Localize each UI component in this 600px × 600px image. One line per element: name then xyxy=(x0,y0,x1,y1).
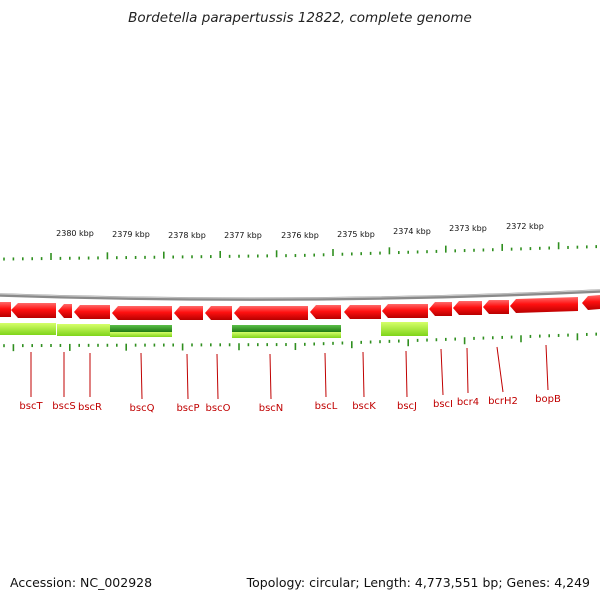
gene-arrow-bopB xyxy=(510,297,578,313)
feature-bar xyxy=(110,332,172,337)
gene-label-bscR: bscR xyxy=(78,402,102,413)
gene-label-bscI: bscI xyxy=(433,399,453,410)
gene-label-bopB: bopB xyxy=(535,394,561,405)
gene-label-bscP: bscP xyxy=(176,403,199,414)
gene-arrow-bscR xyxy=(74,305,110,319)
ruler-labels: 2380 kbp 2379 kbp 2378 kbp 2377 kbp 2376 kbp… xyxy=(56,222,544,240)
gene-arrow-bscJ xyxy=(382,304,428,318)
gene-label-bscQ: bscQ xyxy=(130,403,155,414)
gene-arrow-bcrH2 xyxy=(483,300,509,314)
lower-tick-track xyxy=(3,332,598,352)
gene-leader-line xyxy=(324,352,327,398)
gene-label-bscJ: bscJ xyxy=(397,401,417,412)
ruler-label: 2373 kbp xyxy=(449,224,487,233)
accession-text: Accession: NC_002928 xyxy=(10,575,153,590)
gene-arrow-bscS xyxy=(58,304,72,318)
ruler-label: 2375 kbp xyxy=(337,230,375,239)
gene-label-bcrH2: bcrH2 xyxy=(488,396,518,407)
genome-title: Bordetella parapertussis 12822, complete… xyxy=(128,10,472,26)
gene-leader-line xyxy=(545,344,549,391)
gene-leader-line xyxy=(466,347,469,394)
gene-arrow-next xyxy=(582,295,600,310)
gene-leader-line xyxy=(216,353,219,400)
gene-leader-line xyxy=(269,353,272,400)
upper-tick-track xyxy=(3,242,598,261)
gene-label-bscO: bscO xyxy=(206,403,231,414)
ruler-label: 2380 kbp xyxy=(56,229,94,238)
gene-arrow-bscI xyxy=(429,302,452,316)
feature-bar xyxy=(57,324,110,336)
gene-label-bscK: bscK xyxy=(352,401,376,412)
gene-label-bscT: bscT xyxy=(19,401,43,412)
gene-arrow-bscL xyxy=(310,305,341,319)
gene-leader-line xyxy=(440,348,444,396)
gene-arrow-bscN xyxy=(234,306,308,320)
gene-leader-line xyxy=(186,353,189,400)
feature-bar xyxy=(232,332,341,338)
gene-leader-line xyxy=(496,346,504,393)
gene-arrow-bscQ xyxy=(112,306,172,320)
feature-bar xyxy=(309,325,341,332)
feature-bar xyxy=(0,323,56,335)
gene-leader-line xyxy=(405,350,408,398)
ruler-label: 2376 kbp xyxy=(281,231,319,240)
gene-arrow-bscT xyxy=(0,302,11,317)
ruler-label: 2378 kbp xyxy=(168,231,206,240)
ruler-label: 2379 kbp xyxy=(112,230,150,239)
genome-summary-text: Topology: circular; Length: 4,773,551 bp… xyxy=(246,575,590,590)
gene-leader-line xyxy=(362,351,365,398)
feature-bar xyxy=(110,325,172,332)
ruler-label: 2374 kbp xyxy=(393,227,431,236)
gene-label-bcr4: bcr4 xyxy=(457,397,479,408)
gene-label-bscN: bscN xyxy=(259,403,284,414)
feature-bar xyxy=(232,325,309,332)
gene-label-bscS: bscS xyxy=(52,401,75,412)
gene-arrow-bcr4 xyxy=(453,301,482,315)
backbone-arc xyxy=(0,289,600,301)
ruler-label: 2377 kbp xyxy=(224,231,262,240)
feature-bar xyxy=(381,322,428,336)
gene-label-bscL: bscL xyxy=(315,401,338,412)
gene-arrow-bscT xyxy=(11,303,56,318)
gene-track xyxy=(0,295,600,320)
feature-track xyxy=(0,322,428,338)
gene-leader-line xyxy=(140,352,143,400)
gene-arrow-bscK xyxy=(344,305,381,319)
ruler-label: 2372 kbp xyxy=(506,222,544,231)
gene-label-layer: bscT bscS bscR bscQ bscP bscO bscN bscL bscK bscJ… xyxy=(19,344,561,414)
gene-arrow-bscO xyxy=(205,306,232,320)
gene-arrow-bscP xyxy=(174,306,203,320)
backbone-arc-highlight xyxy=(0,289,600,299)
